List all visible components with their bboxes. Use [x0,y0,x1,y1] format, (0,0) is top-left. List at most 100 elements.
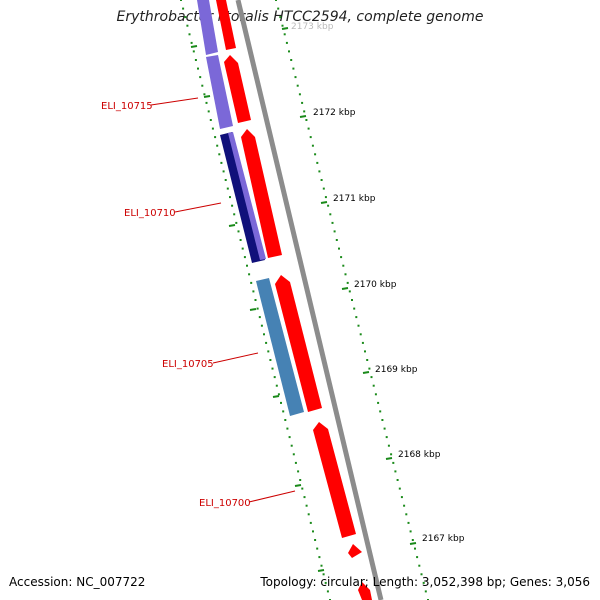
forward-cds-4 [275,275,322,412]
outer-major-tick [320,201,328,204]
minor-tick-dot [258,316,261,319]
minor-tick-dot [280,401,282,404]
minor-tick-dot [361,341,364,344]
minor-tick-dot [333,230,336,233]
forward-cds-6 [348,544,362,558]
minor-tick-dot [290,59,293,61]
minor-tick-dot [383,427,386,430]
minor-tick-dot [355,316,358,319]
minor-tick-dot [298,93,301,96]
minor-tick-dot [248,273,251,276]
minor-tick-dot [290,444,293,447]
minor-tick-dot [420,573,423,576]
minor-tick-dot [283,33,286,36]
minor-tick-dot [275,384,278,387]
minor-tick-dot [370,376,373,379]
minor-tick-dot [344,273,347,276]
minor-tick-dot [309,136,312,139]
minor-tick-dot [188,33,191,36]
gene-label: ELI_10700 [199,498,251,509]
minor-tick-dot [346,281,349,284]
minor-tick-dot [377,401,380,404]
minor-tick-dot [235,221,238,224]
minor-tick-dot [269,359,272,361]
minor-tick-dot [407,521,410,524]
inner-major-tick [249,308,257,311]
inner-major-tick [190,45,198,48]
minor-tick-dot [331,221,334,224]
minor-tick-dot [324,581,327,584]
minor-tick-dot [233,213,236,216]
feature-layer [197,0,372,600]
inner-major-tick [294,484,302,487]
minor-tick-dot [424,590,427,593]
inner-major-tick [228,224,236,227]
forward-cds-5 [313,422,356,538]
gene-label-leader [174,202,222,213]
gene-label: ELI_10705 [162,359,214,370]
minor-tick-dot [296,84,299,87]
minor-tick-dot [374,393,377,396]
minor-tick-dot [322,187,325,190]
outer-major-tick [299,115,307,118]
minor-tick-dot [222,170,225,173]
minor-tick-dot [405,513,408,516]
minor-tick-dot [327,204,330,207]
inner-major-tick [317,569,325,572]
outer-major-tick [385,457,393,460]
outer-major-tick [341,287,349,290]
minor-tick-dot [231,204,234,207]
minor-tick-dot [418,564,421,567]
minor-tick-dot [207,110,210,113]
scale-label: 2172 kbp [313,108,356,118]
minor-tick-dot [186,24,189,27]
minor-tick-dot [320,179,323,181]
minor-tick-dot [265,341,268,344]
minor-tick-dot [190,41,193,44]
minor-tick-dot [357,324,360,327]
minor-tick-dot [203,93,206,96]
minor-tick-dot [396,479,399,481]
minor-tick-dot [277,7,280,10]
minor-tick-dot [271,367,274,370]
minor-tick-dot [400,496,403,499]
scale-label: 2170 kbp [354,280,397,290]
minor-tick-dot [303,496,306,499]
scale-label: 2169 kbp [375,365,418,375]
inner-minor-ticks [180,0,331,600]
minor-tick-dot [342,264,345,267]
minor-tick-dot [311,144,314,147]
minor-tick-dot [381,419,384,421]
reverse-cds-1 [197,0,218,55]
forward-cds-2 [224,55,251,123]
minor-tick-dot [368,367,371,370]
minor-tick-dot [414,547,416,550]
minor-tick-dot [267,350,270,353]
minor-tick-dot [359,333,362,336]
minor-tick-dot [307,513,310,516]
minor-tick-dot [205,101,208,104]
minor-tick-dot [411,539,414,541]
forward-cds-3 [241,129,282,258]
minor-tick-dot [254,299,257,301]
minor-tick-dot [309,521,312,524]
forward-cds-7 [358,582,372,600]
outer-minor-ticks [275,0,429,600]
gene-label: ELI_10710 [124,208,176,219]
minor-tick-dot [303,110,306,113]
minor-tick-dot [394,470,397,473]
gene-label: ELI_10715 [101,101,153,112]
scale-label: 2173 kbp [291,22,334,32]
minor-tick-dot [392,461,395,464]
minor-tick-dot [305,119,308,121]
minor-tick-dot [220,161,223,164]
minor-tick-dot [305,504,308,507]
minor-tick-dot [422,581,425,584]
inner-major-tick [272,395,280,398]
minor-tick-dot [301,487,304,490]
minor-tick-dot [320,564,323,567]
minor-tick-dot [312,530,314,533]
minor-tick-dot [398,487,401,490]
